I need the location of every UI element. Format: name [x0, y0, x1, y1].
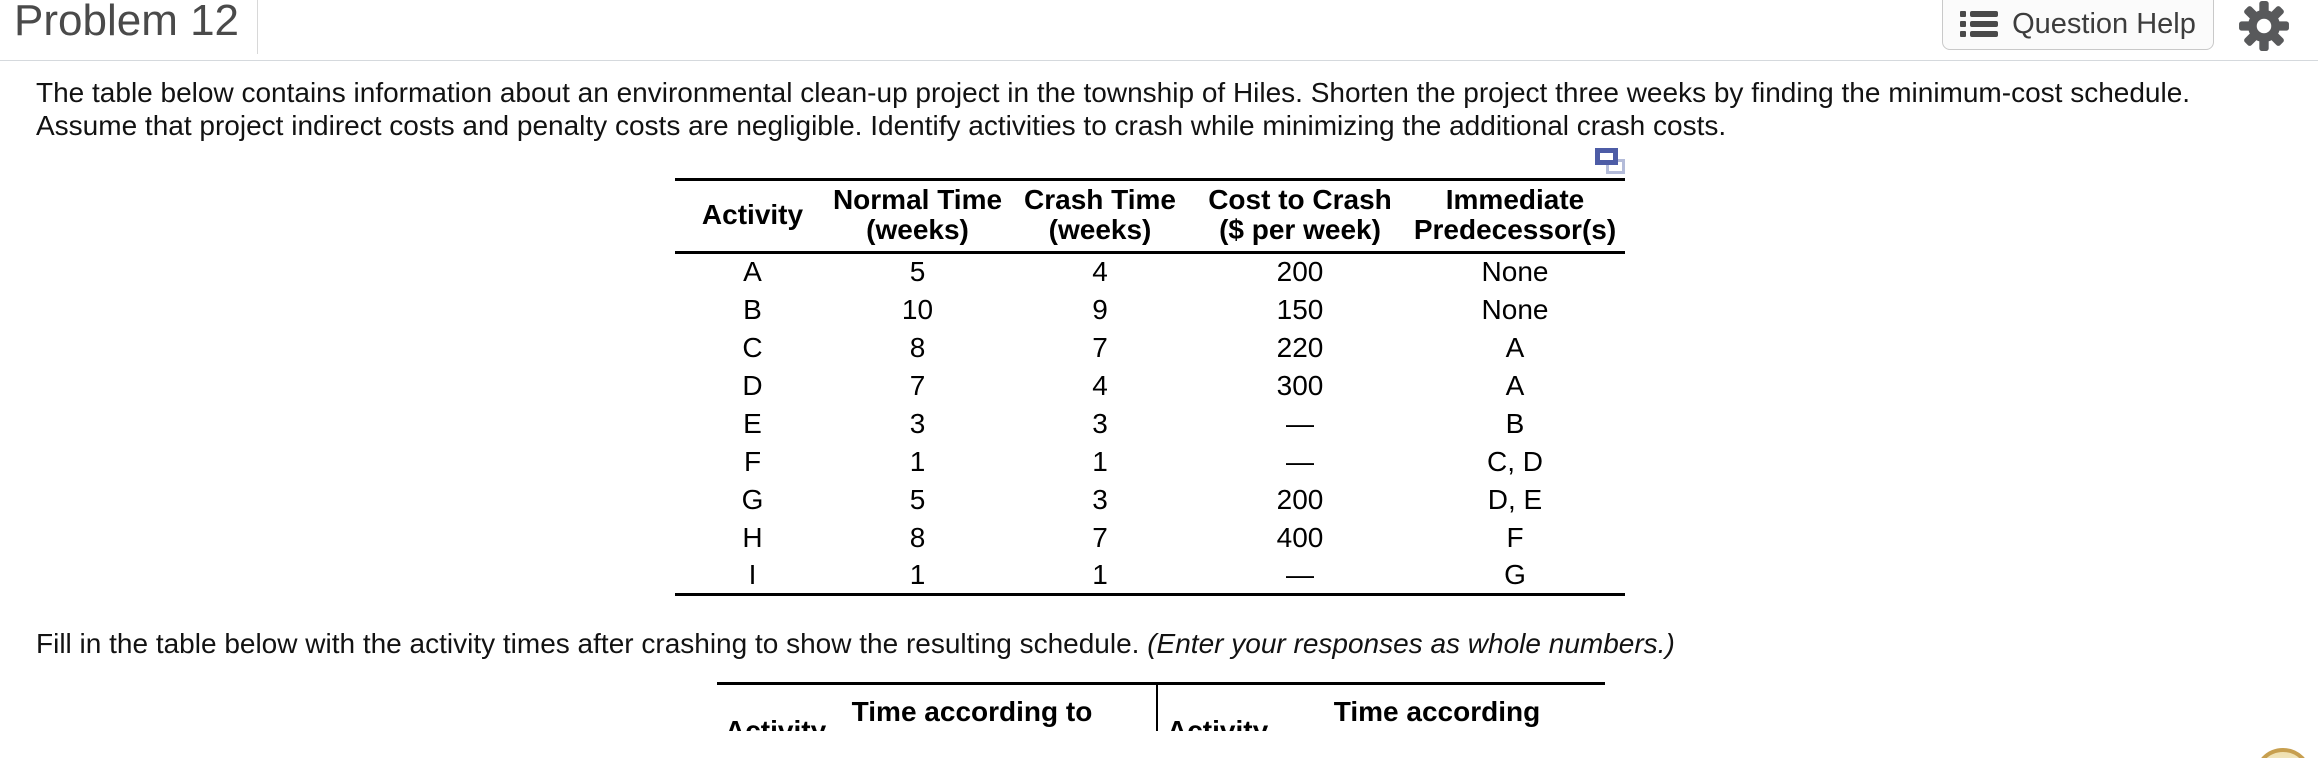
list-icon — [1960, 11, 1999, 40]
fill-prompt-note: (Enter your responses as whole numbers.) — [1147, 628, 1675, 659]
col-activity: Activity — [701, 199, 804, 230]
question-help-button[interactable]: Question Help — [1942, 0, 2214, 50]
crash-table-header-row: Activity Normal Time (weeks) Crash Time (w… — [675, 180, 1625, 253]
header-divider — [0, 60, 2318, 61]
schedule-table-divider — [1156, 685, 1158, 731]
crash-table-block: Activity Normal Time (weeks) Crash Time (w… — [675, 148, 1625, 596]
problem-statement: The table below contains information abo… — [36, 77, 2191, 141]
floating-circle-button[interactable] — [2254, 748, 2312, 758]
copy-icon[interactable] — [1595, 148, 1625, 174]
table-row: I 1 1— G — [748, 558, 1526, 590]
table-row: F 1 1— C, D — [743, 445, 1543, 477]
table-row: B 10 9 150 None — [743, 293, 1549, 325]
table-row: D 7 4 300 A — [742, 369, 1525, 401]
question-help-label: Question Help — [2012, 8, 2196, 40]
col-normal-time: Normal Time (weeks) — [832, 184, 1003, 245]
crash-table: Activity Normal Time (weeks) Crash Time (w… — [675, 178, 1625, 596]
table-row: C 8 7 220 A — [742, 331, 1525, 363]
schedule-left-time-header: Time according to — [851, 696, 1093, 727]
title-divider — [257, 0, 258, 54]
table-row: G 5 3 200 D, E — [741, 483, 1543, 515]
settings-button[interactable] — [2236, 0, 2292, 52]
table-row: H 8 7 400 F — [742, 521, 1524, 553]
col-cost-to-crash: Cost to Crash ($ per week) — [1208, 184, 1392, 245]
schedule-table: Activity Time according to Activity Time… — [717, 682, 1605, 731]
fill-prompt-text: Fill in the table below with the activit… — [36, 628, 1140, 659]
schedule-right-activity-header: Activity — [1167, 715, 1269, 731]
schedule-right-time-header: Time according to — [1333, 696, 1541, 731]
col-crash-time: Crash Time (weeks) — [1024, 184, 1176, 245]
table-row: A 5 4 200 None — [743, 256, 1549, 288]
fill-prompt: Fill in the table below with the activit… — [36, 628, 1675, 660]
gear-icon — [2239, 1, 2289, 51]
col-immediate-predecessors: Immediate Predecessor(s) — [1413, 184, 1617, 245]
table-row: E 3 3— B — [743, 407, 1525, 439]
page-title: Problem 12 — [14, 0, 240, 45]
schedule-left-activity-header: Activity — [725, 715, 827, 731]
